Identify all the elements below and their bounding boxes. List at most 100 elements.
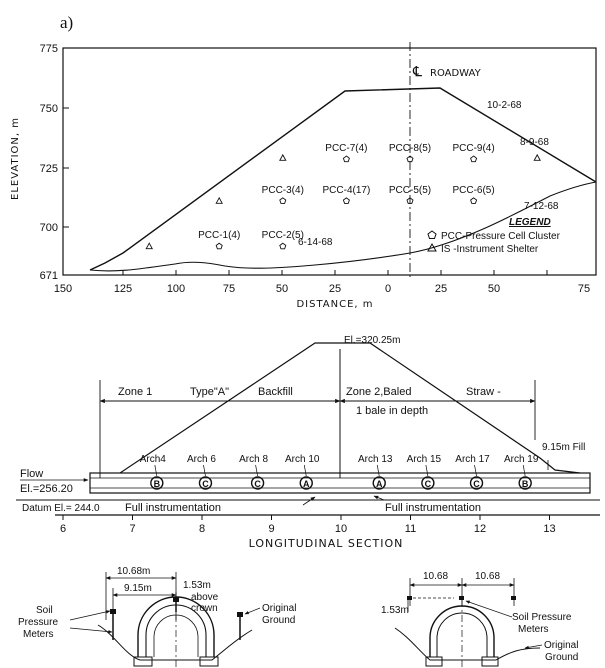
arch-circle bbox=[250, 476, 265, 490]
x-tick-label: 100 bbox=[167, 283, 185, 295]
cluster-label: PCC-9(4) bbox=[452, 143, 494, 154]
legend-pcc: PCC-Pressure Cell Cluster bbox=[441, 231, 561, 242]
pentagon-icon bbox=[427, 230, 437, 239]
arch-circle bbox=[469, 476, 484, 490]
pentagon-icon bbox=[342, 155, 350, 163]
pentagon-icon bbox=[406, 197, 414, 204]
x-tick-label: 50 bbox=[488, 283, 500, 295]
pointer-arrow bbox=[302, 496, 316, 506]
soil-meters-label: Meters bbox=[518, 624, 549, 635]
depth-note: crown bbox=[191, 603, 218, 614]
ground-label: Ground bbox=[262, 615, 295, 626]
date-label: 6-14-68 bbox=[298, 237, 333, 248]
soil-meters-label: Soil bbox=[36, 605, 53, 616]
arch-label: Arch 8 bbox=[239, 454, 268, 465]
pentagon-icon bbox=[470, 155, 478, 163]
pressure-cell-cluster: PCC-8(5) bbox=[389, 143, 431, 163]
y-tick-label: 700 bbox=[40, 222, 58, 234]
arch-marker: Arch 13 A bbox=[358, 454, 393, 490]
footing bbox=[133, 656, 153, 667]
shelter-layer bbox=[145, 153, 541, 250]
pressure-cell-cluster: PCC-7(4) bbox=[325, 143, 368, 163]
ground-label: Original bbox=[262, 603, 296, 614]
cross-section-right: 10.68 10.68 1.53m Soil Pressure Meters O… bbox=[381, 571, 578, 668]
flow-label: Flow bbox=[20, 468, 43, 480]
panel-label: a) bbox=[60, 13, 73, 32]
pressure-cell-cluster: PCC-4(17) bbox=[323, 185, 370, 204]
arch-marker-letter: C bbox=[254, 479, 261, 489]
crest-elevation: El.=320.25m bbox=[344, 335, 400, 346]
pressure-cell-cluster: PCC-1(4) bbox=[198, 230, 240, 250]
y-tick-label: 725 bbox=[40, 163, 58, 175]
flow-elevation: El.=256.20 bbox=[20, 483, 73, 495]
zone2-label: Zone 2,Baled bbox=[346, 386, 411, 398]
zone1-material: Backfill bbox=[258, 386, 293, 398]
arch-leader bbox=[255, 464, 258, 477]
arch-circle bbox=[198, 476, 213, 490]
ground-label: Original bbox=[544, 640, 578, 651]
section-tick-label: 11 bbox=[405, 523, 416, 535]
arch-label: Arch4 bbox=[140, 454, 167, 465]
x-axis-ticks: 150 125 100 75 50 25 0 25 50 75 bbox=[54, 270, 590, 295]
arch-circle bbox=[421, 476, 435, 490]
instrument-shelter-icon bbox=[215, 196, 223, 204]
legend: LEGEND PCC-Pressure Cell Cluster IS -Ins… bbox=[427, 217, 561, 255]
depth-label: 1.53m bbox=[183, 580, 211, 591]
dim-outer-label: 10.68m bbox=[117, 566, 150, 577]
soil-pressure-meter bbox=[237, 612, 243, 617]
soil-meters-label: Meters bbox=[23, 629, 54, 640]
arch-outer bbox=[429, 605, 495, 657]
soil-pressure-meter bbox=[511, 596, 516, 600]
arch-marker-letter: B bbox=[154, 479, 161, 489]
cluster-label: PCC-5(5) bbox=[389, 185, 431, 196]
dim-left-label: 10.68 bbox=[423, 571, 448, 582]
arch-marker: Arch 15 C bbox=[407, 454, 442, 490]
soil-meters-label: Pressure bbox=[18, 617, 58, 628]
arch-marker: Arch4 B bbox=[140, 454, 167, 490]
plot-frame bbox=[62, 47, 597, 276]
instrument-shelter-icon bbox=[279, 153, 287, 161]
ground-label: Ground bbox=[545, 652, 578, 663]
soil-pressure-meter bbox=[173, 597, 179, 602]
datum-label: Datum El.= 244.0 bbox=[22, 503, 100, 514]
pentagon-icon bbox=[215, 242, 223, 250]
arch-leader bbox=[474, 464, 477, 477]
triangle-icon bbox=[427, 242, 437, 252]
arch-circle bbox=[150, 476, 164, 490]
arch-circle bbox=[299, 476, 313, 490]
pentagon-icon bbox=[470, 197, 478, 204]
cluster-label: PCC-8(5) bbox=[389, 143, 431, 154]
legend-is: IS -Instrument Shelter bbox=[441, 244, 539, 255]
arch-label: Arch 19 bbox=[504, 454, 539, 465]
arch-marker: Arch 8 C bbox=[239, 454, 268, 490]
fill-label: 9.15m Fill bbox=[542, 442, 585, 453]
legend-title: LEGEND bbox=[509, 217, 551, 228]
cluster-label: PCC-6(5) bbox=[452, 185, 494, 196]
soil-pressure-meter bbox=[407, 596, 412, 600]
arch-leader bbox=[203, 464, 206, 477]
y-tick-label: 671 bbox=[40, 270, 58, 282]
soil-meters-label: Soil Pressure bbox=[512, 612, 572, 623]
leader bbox=[465, 600, 513, 618]
cluster-label: PCC-1(4) bbox=[198, 230, 240, 241]
arch-marker: Arch 6 C bbox=[187, 454, 216, 490]
instrument-shelter-icon bbox=[145, 242, 153, 250]
section-tick-label: 7 bbox=[129, 523, 135, 535]
arch-leader bbox=[303, 464, 307, 477]
longitudinal-section: El.=320.25m Zone 1 Type"A" Backfill Zone… bbox=[16, 335, 600, 550]
x-tick-label: 50 bbox=[276, 283, 288, 295]
arch-label: Arch 10 bbox=[285, 454, 320, 465]
arch-leader bbox=[154, 464, 158, 477]
arch-label: Arch 13 bbox=[358, 454, 393, 465]
zone2-depth: 1 bale in depth bbox=[356, 405, 428, 417]
top-plot: 775 750 725 700 671 ELEVATION, m 150 125… bbox=[10, 42, 597, 310]
arch-marker: Arch 17 C bbox=[455, 454, 490, 490]
section-title: LONGITUDINAL SECTION bbox=[249, 537, 404, 550]
y-axis-label: ELEVATION, m bbox=[10, 117, 21, 200]
dim-right-label: 10.68 bbox=[475, 571, 500, 582]
arch-marker-letter: B bbox=[522, 479, 529, 489]
section-tick-label: 12 bbox=[474, 523, 486, 535]
leader bbox=[69, 610, 111, 621]
pentagon-icon bbox=[406, 155, 414, 163]
